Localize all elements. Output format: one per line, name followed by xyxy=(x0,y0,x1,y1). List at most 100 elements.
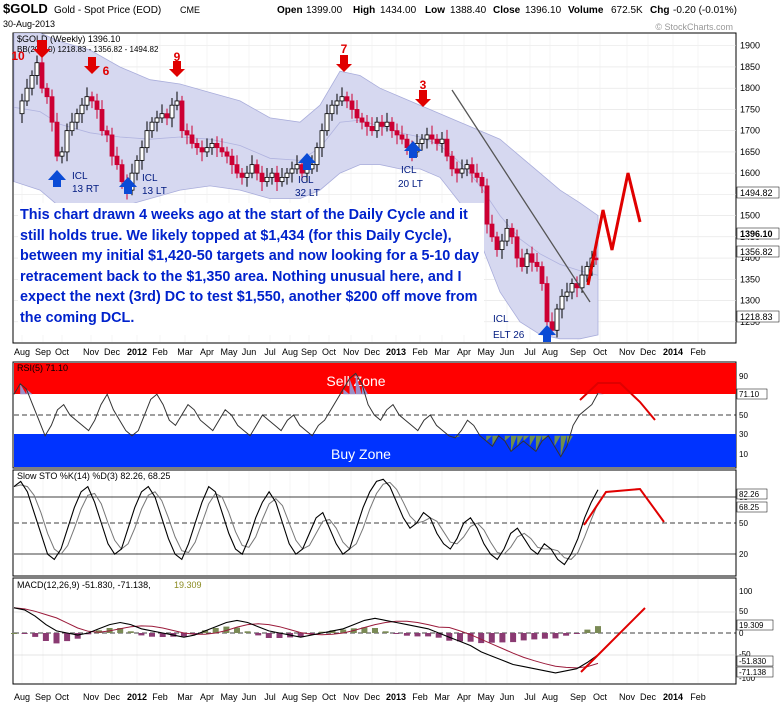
candle-body xyxy=(539,266,545,284)
candle-body xyxy=(449,155,455,170)
candle-body xyxy=(79,104,85,115)
close-value: 1396.10 xyxy=(525,5,562,16)
price-ytick: 1850 xyxy=(740,62,760,72)
chg-value: -0.20 (-0.01%) xyxy=(673,5,737,16)
icl-label-bottom: 20 LT xyxy=(398,179,423,190)
macd-histogram-bar xyxy=(297,633,304,637)
rsi-panel: Sell Zone Buy Zone RSI(5) 71.10 90 70 50… xyxy=(12,361,768,469)
candle-body xyxy=(329,104,335,115)
candle-body xyxy=(324,113,330,132)
x-tick-label: Feb xyxy=(152,347,168,357)
x-tick-label: Jun xyxy=(242,347,257,357)
x-tick-label: Sep xyxy=(35,692,51,702)
x-tick-label: Feb xyxy=(690,347,706,357)
macd-histogram-bar xyxy=(425,633,432,637)
macd-tag-signal: -71.138 xyxy=(739,668,767,677)
candle-body xyxy=(114,155,120,166)
price-ytick: 1650 xyxy=(740,147,760,157)
x-tick-label: Feb xyxy=(690,692,706,702)
price-ytick: 1900 xyxy=(740,41,760,51)
arrow-up-icon xyxy=(124,187,132,194)
macd-histogram-bar xyxy=(276,633,283,638)
candle-body xyxy=(189,134,195,144)
close-tag: 1396.10 xyxy=(740,229,773,239)
candle-body xyxy=(349,100,355,110)
candle-body xyxy=(19,100,25,115)
macd-histogram-bar xyxy=(202,630,209,633)
price-ytick: 1300 xyxy=(740,296,760,306)
macd-histogram-bar xyxy=(435,633,442,638)
icl-label-top: ICL xyxy=(72,171,88,182)
candle-body xyxy=(164,113,170,119)
x-tick-label: Dec xyxy=(104,692,121,702)
bb-upper-tag: 1494.82 xyxy=(740,188,773,198)
arrow-down-icon xyxy=(173,61,181,69)
candle-body xyxy=(179,100,185,132)
x-tick-label: Aug xyxy=(282,692,298,702)
candle-body xyxy=(374,121,380,132)
macd-histogram-bar xyxy=(531,633,538,640)
macd-tag-hist: 19.309 xyxy=(739,621,764,630)
price-ytick: 1500 xyxy=(740,211,760,221)
macd-histogram-bar xyxy=(541,633,548,639)
x-tick-label: Feb xyxy=(412,347,428,357)
x-tick-label: Jun xyxy=(242,692,257,702)
macd-histogram-bar xyxy=(552,633,559,639)
macd-histogram-bar xyxy=(95,630,102,633)
icl-label-top: ICL xyxy=(401,165,417,176)
candle-body xyxy=(274,172,280,183)
candle-body xyxy=(139,147,145,161)
macd-legend: MACD(12,26,9) -51.830, -71.138, xyxy=(17,580,151,590)
candle-body xyxy=(209,143,215,149)
macd-ytick: 50 xyxy=(739,607,748,616)
rsi-tag: 71.10 xyxy=(739,390,760,399)
candle-body xyxy=(429,134,435,140)
candle-body xyxy=(484,185,490,225)
candle-body xyxy=(24,87,30,102)
macd-histogram-bar xyxy=(117,628,124,633)
x-tick-label: 2013 xyxy=(386,347,406,357)
candle-body xyxy=(549,321,555,331)
macd-line xyxy=(13,607,599,674)
x-tick-label: Nov xyxy=(343,692,360,702)
candle-body xyxy=(469,164,475,174)
candle-body xyxy=(104,130,110,136)
macd-tag-line: -51.830 xyxy=(739,657,767,666)
x-tick-label: May xyxy=(220,347,238,357)
chart-date: 30-Aug-2013 xyxy=(3,19,55,29)
candle-body xyxy=(559,295,565,310)
candle-body xyxy=(204,147,210,153)
macd-histogram-bar xyxy=(563,633,570,636)
candle-body xyxy=(544,283,550,323)
macd-histogram-bar xyxy=(584,629,591,633)
arrow-down-icon xyxy=(33,49,51,58)
arrow-up-icon xyxy=(48,170,66,180)
icl-markers: ICL 13 RT ICL 13 LT ICL 32 LT ICL 20 LT … xyxy=(48,141,556,342)
x-tick-label: Oct xyxy=(55,692,70,702)
rsi-legend: RSI(5) 71.10 xyxy=(17,363,68,373)
rsi-ytick: 90 xyxy=(739,372,748,381)
annotation-box xyxy=(18,203,484,335)
high-label: High xyxy=(353,5,375,16)
x-tick-label: Oct xyxy=(593,347,608,357)
candle-body xyxy=(444,138,450,157)
macd-histogram-bar xyxy=(223,626,230,633)
x-tick-label: 2014 xyxy=(663,347,683,357)
candle-body xyxy=(159,113,165,119)
volume-value: 672.5K xyxy=(611,5,643,16)
candle-body xyxy=(464,164,470,170)
rsi-ytick: 30 xyxy=(739,430,748,439)
arrow-down-icon xyxy=(84,66,100,74)
candle-body xyxy=(44,87,50,98)
x-tick-label: Feb xyxy=(152,692,168,702)
arrow-up-icon xyxy=(538,325,556,335)
price-ytick: 1700 xyxy=(740,126,760,136)
candle-body xyxy=(554,308,560,331)
cycle-number-3: 3 xyxy=(420,78,427,92)
arrow-up-icon xyxy=(119,177,137,187)
candle-body xyxy=(504,227,510,242)
rsi-line xyxy=(13,372,599,458)
x-tick-label: Aug xyxy=(542,692,558,702)
bb-mid-tag: 1356.82 xyxy=(740,247,773,257)
macd-histogram-bar xyxy=(85,633,92,635)
